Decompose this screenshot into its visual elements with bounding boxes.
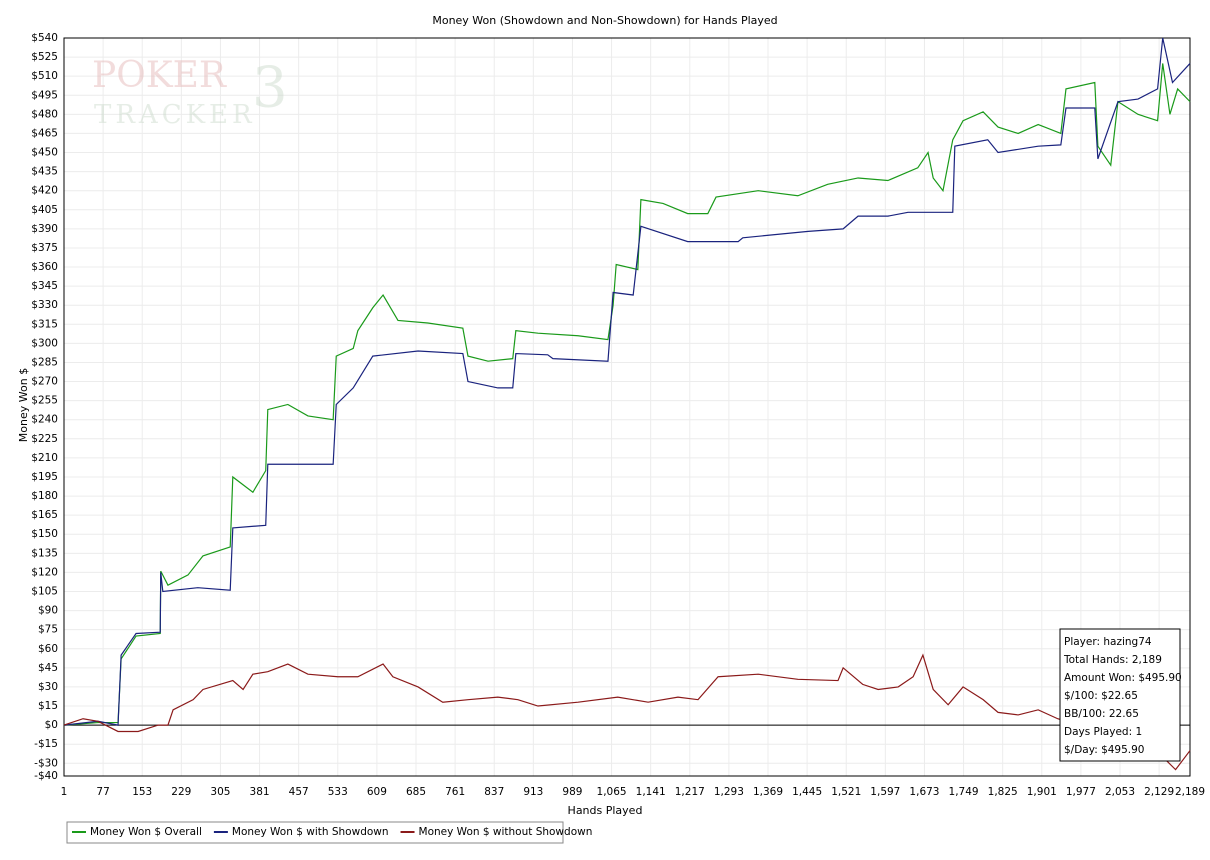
y-tick-label: $120	[31, 566, 58, 578]
x-tick-label: 609	[367, 786, 387, 798]
x-tick-label: 1,749	[949, 786, 979, 798]
watermark-line1: POKER	[92, 55, 227, 96]
y-tick-label: $525	[31, 51, 58, 63]
x-tick-label: 1,521	[831, 786, 861, 798]
legend-box	[66, 821, 564, 844]
y-tick-label: $315	[31, 318, 58, 330]
x-tick-label: 1,293	[714, 786, 744, 798]
y-tick-label: -$15	[34, 738, 58, 750]
legend-label: Money Won $ with Showdown	[232, 826, 389, 838]
y-tick-label: $105	[31, 586, 58, 598]
y-tick-label: $165	[31, 509, 58, 521]
y-tick-label: $510	[31, 70, 58, 82]
y-tick-label: -$40	[34, 770, 58, 782]
x-tick-label: 837	[484, 786, 504, 798]
y-tick-label: $465	[31, 127, 58, 139]
x-tick-label: 2,189	[1175, 786, 1205, 798]
y-tick-label: $360	[31, 261, 58, 273]
x-tick-label: 77	[96, 786, 109, 798]
x-tick-label: 1,901	[1027, 786, 1057, 798]
x-tick-label: 1,065	[597, 786, 627, 798]
x-tick-label: 1,977	[1066, 786, 1096, 798]
x-tick-label: 153	[132, 786, 152, 798]
x-tick-label: 1	[61, 786, 68, 798]
y-tick-label: $195	[31, 471, 58, 483]
x-tick-label: 457	[289, 786, 309, 798]
y-tick-label: $435	[31, 166, 58, 178]
y-tick-label: $300	[31, 337, 58, 349]
x-axis-label: Hands Played	[568, 804, 643, 817]
x-tick-label: 913	[523, 786, 543, 798]
y-tick-label: $210	[31, 452, 58, 464]
info-line: Amount Won: $495.90	[1064, 672, 1182, 684]
y-tick-label: $285	[31, 356, 58, 368]
info-line: BB/100: 22.65	[1064, 708, 1139, 720]
y-tick-label: $30	[38, 681, 58, 693]
chart-title: Money Won (Showdown and Non-Showdown) fo…	[432, 14, 777, 27]
y-tick-label: $45	[38, 662, 58, 674]
info-line: $/100: $22.65	[1064, 690, 1138, 702]
x-tick-label: 2,053	[1105, 786, 1135, 798]
y-tick-label: $225	[31, 433, 58, 445]
y-tick-label: $60	[38, 643, 58, 655]
legend-label: Money Won $ Overall	[90, 826, 202, 838]
x-tick-label: 1,673	[909, 786, 939, 798]
watermark-line2: TRACKER	[94, 100, 256, 130]
x-tick-label: 1,141	[636, 786, 666, 798]
y-tick-label: $180	[31, 490, 58, 502]
y-tick-label: $15	[38, 700, 58, 712]
info-line: Days Played: 1	[1064, 726, 1142, 738]
y-tick-label: $255	[31, 395, 58, 407]
y-tick-label: $240	[31, 414, 58, 426]
series-line	[63, 63, 1191, 726]
x-tick-label: 2,129	[1144, 786, 1174, 798]
series-line	[63, 653, 1191, 771]
legend-label: Money Won $ without Showdown	[419, 826, 593, 838]
watermark-mark: 3	[252, 56, 288, 121]
y-tick-label: $480	[31, 108, 58, 120]
info-line: Total Hands: 2,189	[1063, 654, 1162, 666]
watermark: POKER TRACKER 3	[92, 55, 288, 130]
y-tick-label: $420	[31, 185, 58, 197]
y-tick-label: $135	[31, 547, 58, 559]
x-tick-label: 1,825	[988, 786, 1018, 798]
y-tick-label: $0	[45, 719, 58, 731]
x-tick-label: 229	[171, 786, 191, 798]
series-line	[63, 37, 1191, 726]
x-tick-label: 761	[445, 786, 465, 798]
x-tick-label: 381	[250, 786, 270, 798]
y-tick-label: $345	[31, 280, 58, 292]
info-box	[1059, 628, 1181, 762]
x-tick-label: 685	[406, 786, 426, 798]
x-tick-label: 1,217	[675, 786, 705, 798]
y-tick-label: $90	[38, 605, 58, 617]
info-line: $/Day: $495.90	[1064, 744, 1144, 756]
plot	[63, 37, 1191, 777]
x-tick-label: 989	[562, 786, 582, 798]
plot-frame	[63, 37, 1191, 777]
x-tick-label: 1,597	[870, 786, 900, 798]
y-tick-label: $450	[31, 147, 58, 159]
info-line: Player: hazing74	[1064, 636, 1152, 648]
y-tick-label: $495	[31, 89, 58, 101]
y-tick-label: $75	[38, 624, 58, 636]
y-tick-label: $390	[31, 223, 58, 235]
y-tick-label: $150	[31, 528, 58, 540]
y-tick-label: $375	[31, 242, 58, 254]
y-tick-label: $540	[31, 32, 58, 44]
y-axis-label: Money Won $	[17, 368, 30, 442]
y-tick-label: $270	[31, 376, 58, 388]
x-tick-label: 533	[328, 786, 348, 798]
y-tick-label: $330	[31, 299, 58, 311]
y-tick-label: $405	[31, 204, 58, 216]
x-tick-label: 1,369	[753, 786, 783, 798]
x-tick-label: 305	[210, 786, 230, 798]
y-tick-label: -$30	[34, 757, 58, 769]
grid	[63, 37, 1191, 777]
x-tick-label: 1,445	[792, 786, 822, 798]
